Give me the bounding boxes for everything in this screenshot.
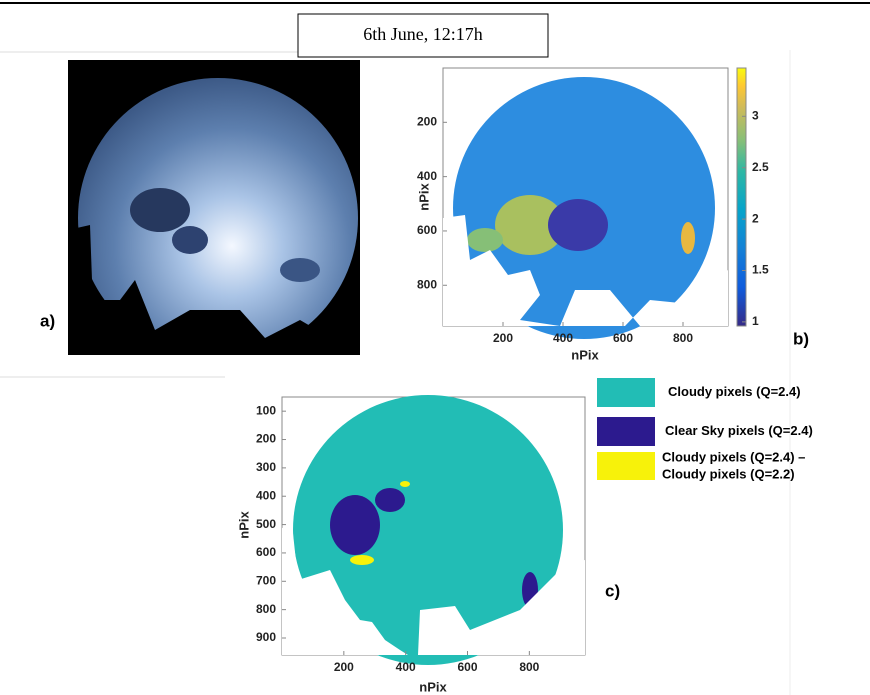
y-axis-label: nPix [416,183,431,211]
colorbar-tick-label: 3 [752,108,759,122]
colorbar-tick-label: 1 [752,314,759,328]
panel-label: b) [793,329,809,348]
q-map-patch [681,222,695,254]
q-map-patch [548,199,608,251]
x-tick-label: 600 [457,660,477,674]
legend-swatch [597,378,655,407]
difference-patch [350,555,374,565]
x-tick-label: 200 [493,331,513,345]
legend-swatch [597,417,655,446]
horizon-mask [68,225,92,280]
page: {"title": "6th June, 12:17h", "panel_a":… [0,0,870,695]
y-tick-label: 900 [256,630,276,644]
panel-label: a) [40,311,55,330]
y-tick-label: 200 [256,432,276,446]
y-tick-label: 100 [256,403,276,417]
colorbar-tick-label: 2.5 [752,160,769,174]
x-tick-label: 800 [673,331,693,345]
q-map-patch [467,228,503,252]
legend-swatch [597,452,655,480]
x-tick-label: 400 [553,331,573,345]
x-tick-label: 800 [519,660,539,674]
clear-patch [130,188,190,232]
legend-label: Clear Sky pixels (Q=2.4) [665,423,813,438]
legend-label: Cloudy pixels (Q=2.4) [668,384,801,399]
x-axis-label: nPix [571,347,599,362]
y-tick-label: 600 [256,545,276,559]
y-tick-label: 500 [256,517,276,531]
panel-label: c) [605,581,620,600]
clear-patch [172,226,208,254]
y-axis-label: nPix [236,511,251,539]
difference-patch [400,481,410,487]
y-tick-label: 200 [417,114,437,128]
colorbar-tick-label: 1.5 [752,263,769,277]
y-tick-label: 800 [417,277,437,291]
x-tick-label: 200 [334,660,354,674]
x-axis-label: nPix [419,679,447,694]
colorbar-tick-label: 2 [752,211,759,225]
clear-patch [375,488,405,512]
x-tick-label: 600 [613,331,633,345]
colorbar [737,68,746,326]
clear-patch [280,258,320,282]
y-tick-label: 800 [256,602,276,616]
y-tick-label: 600 [417,223,437,237]
y-tick-label: 700 [256,573,276,587]
y-tick-label: 400 [417,169,437,183]
legend-label: Cloudy pixels (Q=2.2) [662,466,795,481]
clear-patch [330,495,380,555]
legend-label: Cloudy pixels (Q=2.4) – [662,449,805,464]
figure: 6th June, 12:17h a) b) nPix nPix c) nPix… [0,0,870,695]
title: 6th June, 12:17h [363,24,483,44]
y-tick-label: 300 [256,460,276,474]
y-tick-label: 400 [256,488,276,502]
x-tick-label: 400 [396,660,416,674]
